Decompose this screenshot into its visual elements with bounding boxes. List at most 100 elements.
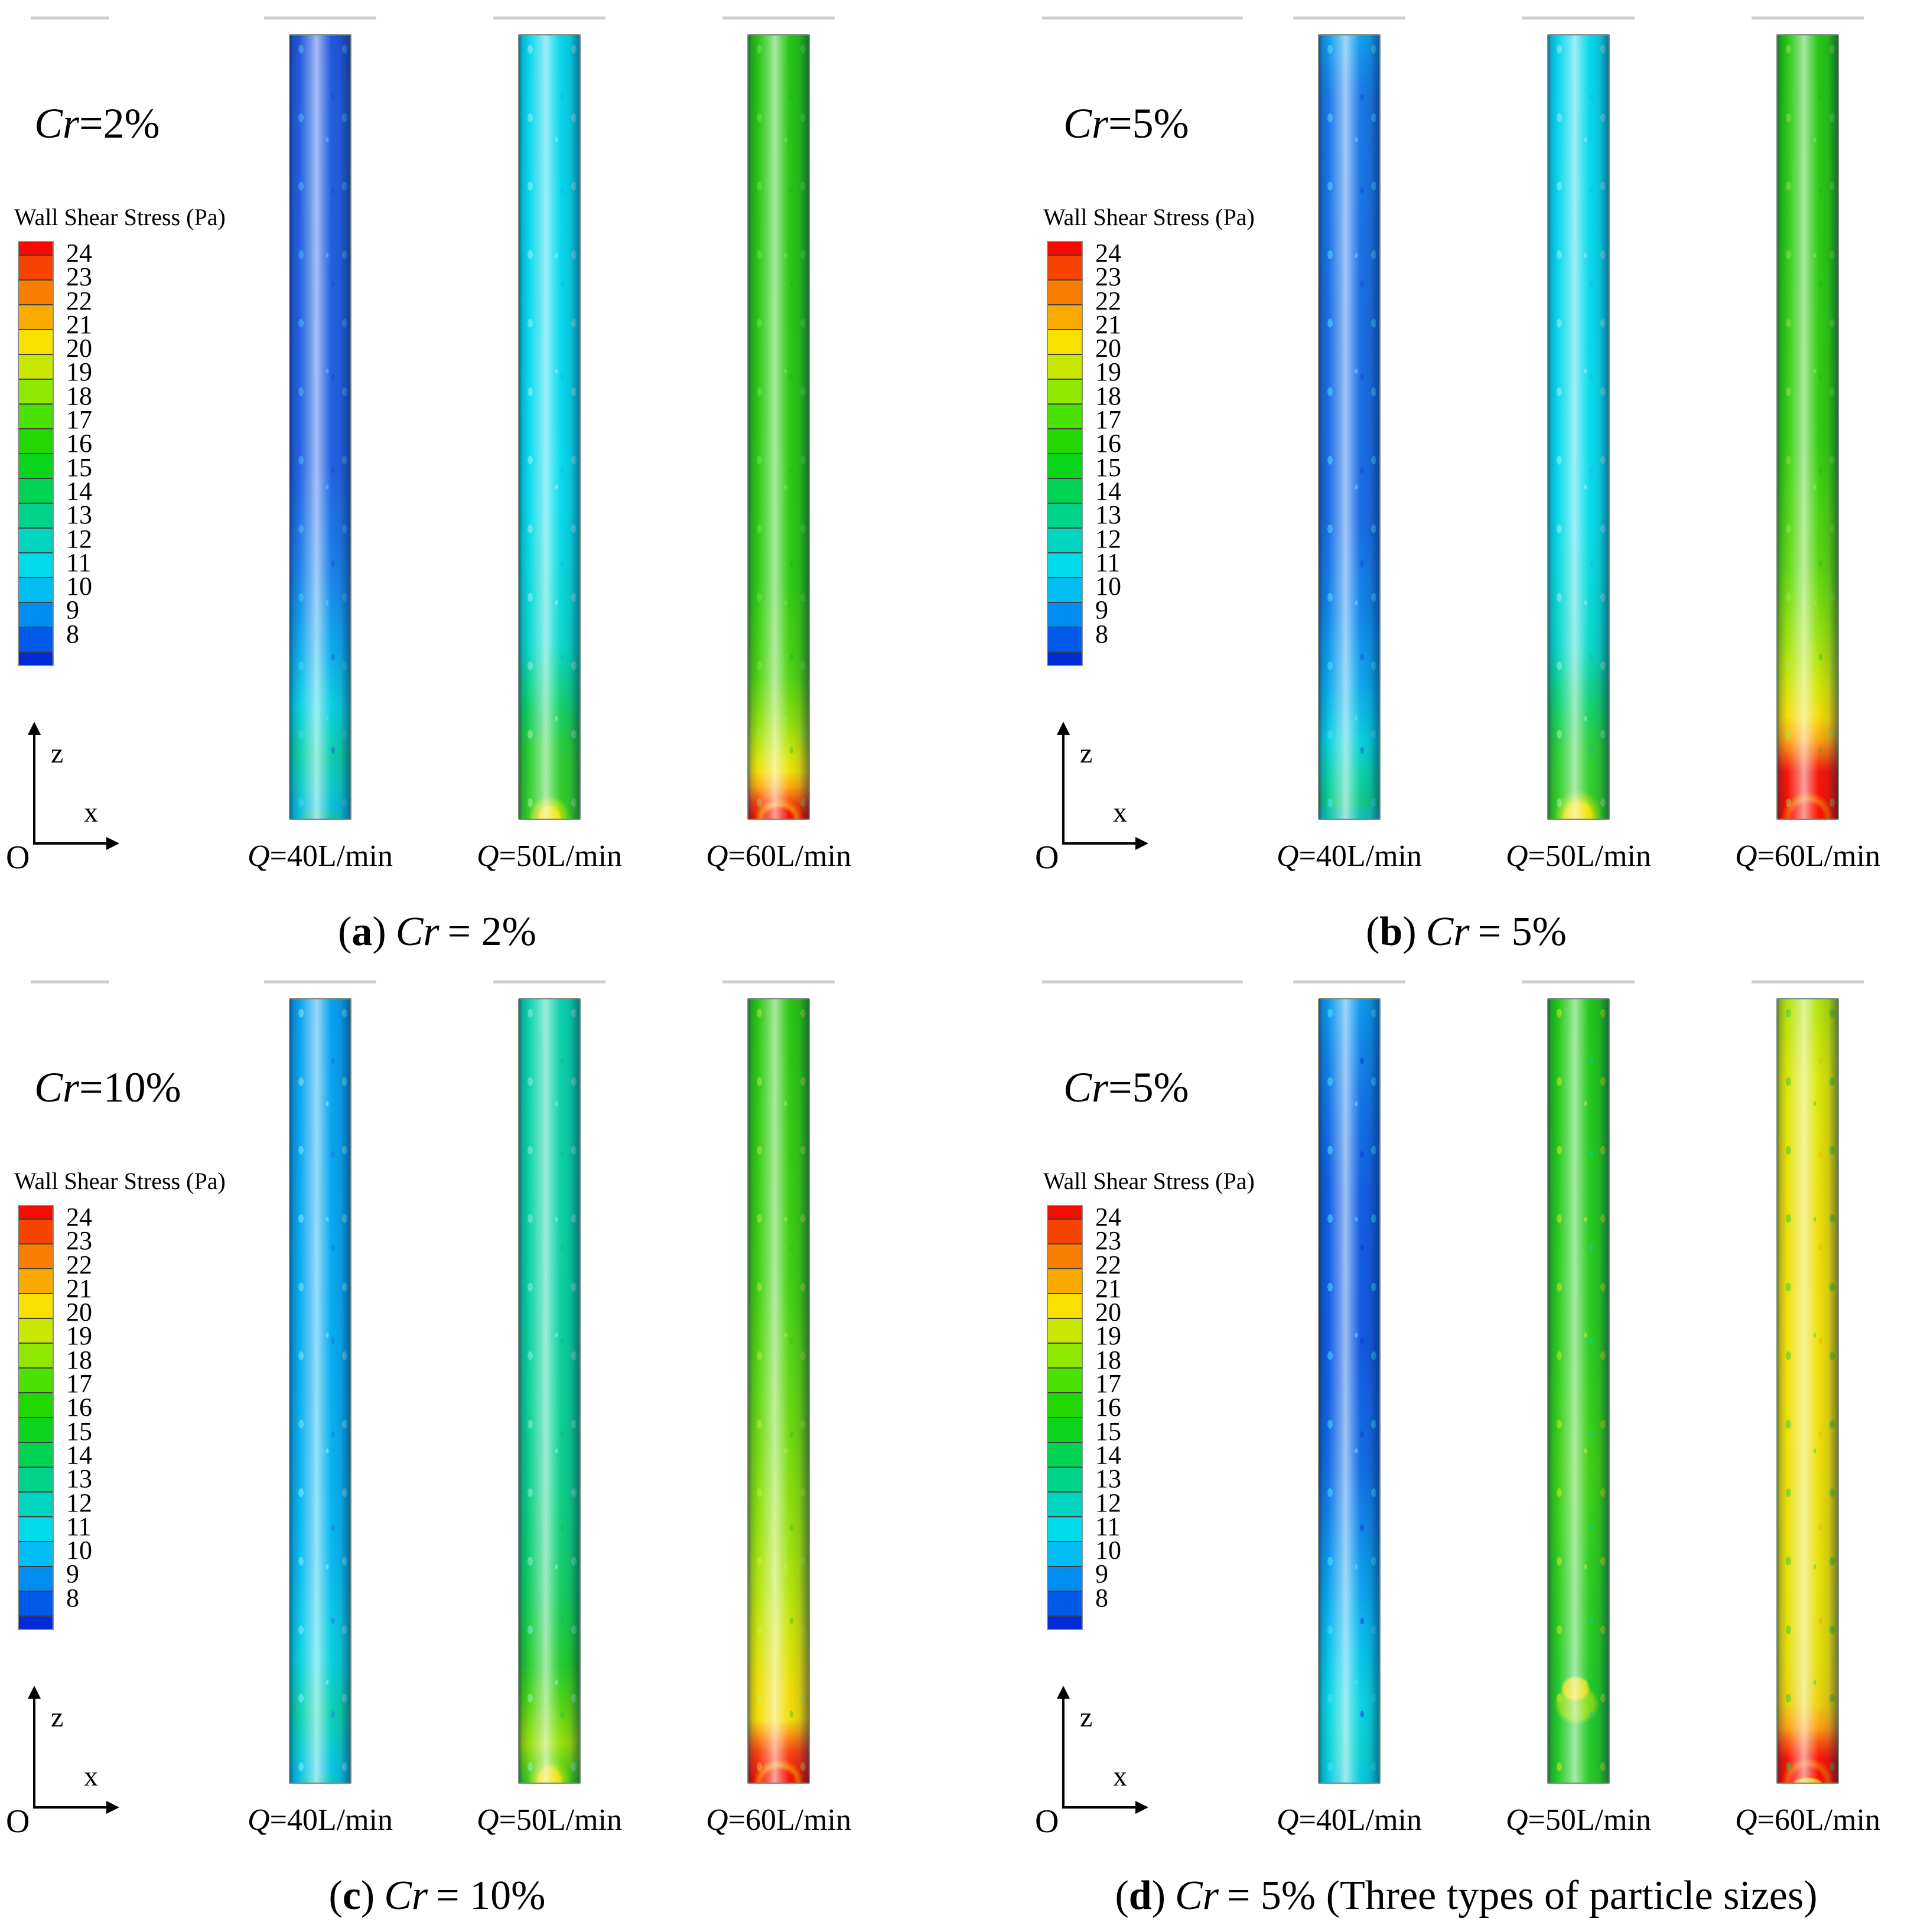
colorbar-band	[19, 1615, 53, 1629]
colorbar-band	[19, 1591, 53, 1615]
panel-d-content: Cr=5% Wall Shear Stress (Pa)	[1029, 964, 1914, 1932]
colorbar-tick-label: 10	[66, 1536, 92, 1565]
z-axis-label: z	[1080, 738, 1093, 769]
pipe-contour-q50	[1547, 998, 1610, 1784]
flow-rate-label-q40: Q=40L/min	[248, 839, 393, 873]
colorbar-tick-label: 9	[1095, 1559, 1108, 1589]
flow-rate-label-q50: Q=50L/min	[1506, 1803, 1651, 1837]
flow-rate-label-q40: Q=40L/min	[1277, 839, 1422, 873]
cr-value: =10%	[79, 1064, 181, 1111]
colorbar-tick-label: 9	[66, 595, 79, 625]
colorbar-band	[1048, 577, 1082, 602]
panel-caption: (d) Cr = 5% (Three types of particle sizes…	[988, 1872, 1914, 1920]
colorbar-tick-label: 24	[66, 1203, 92, 1231]
panel-c: Cr=10% Wall Shear Stress (Pa)	[0, 964, 957, 1932]
colorbar-band	[19, 1491, 53, 1516]
colorbar-tick-label: 21	[1095, 1273, 1121, 1303]
colorbar-tick-label: 17	[1095, 405, 1121, 435]
colorbar-tick-label: 22	[66, 1250, 92, 1279]
colorbar-tick-label: 23	[1095, 262, 1121, 292]
colorbar-band	[1048, 1318, 1082, 1343]
colorbar-band	[19, 1541, 53, 1566]
colorbar	[18, 1205, 54, 1630]
colorbar-band	[19, 1268, 53, 1293]
z-axis-line	[33, 1698, 35, 1809]
top-rule	[493, 980, 606, 983]
pipe-contour-q40	[289, 34, 351, 820]
colorbar-band	[19, 1343, 53, 1367]
colorbar-band	[1048, 651, 1082, 665]
panel-caption: (c) Cr = 10%	[0, 1872, 916, 1920]
legend-title: Wall Shear Stress (Pa)	[14, 1168, 226, 1194]
x-axis-label: x	[1113, 797, 1127, 828]
colorbar-tick-label: 14	[1095, 1440, 1121, 1470]
colorbar-tick-label: 19	[1095, 357, 1121, 387]
top-rule	[1752, 980, 1864, 983]
caption-paren: (	[1115, 1873, 1129, 1918]
colorbar-band	[19, 602, 53, 627]
top-rule	[264, 980, 376, 983]
z-axis-arrowhead	[28, 1686, 41, 1699]
pipe-contour-q50	[518, 34, 581, 820]
colorbar-tick-label: 13	[66, 500, 92, 530]
colorbar-band	[1048, 1392, 1082, 1417]
colorbar-tick-label: 12	[1095, 524, 1121, 553]
pipe-contour-q60	[1776, 998, 1839, 1784]
colorbar-band	[1048, 329, 1082, 354]
colorbar-tick-label: 8	[66, 1583, 79, 1612]
caption-text: = 5%	[1477, 909, 1567, 954]
colorbar-band	[1048, 1343, 1082, 1367]
pipe-contour-q40	[1318, 34, 1381, 820]
colorbar-tick-label: 13	[1095, 500, 1121, 530]
cr-value: =5%	[1108, 1064, 1189, 1111]
caption-tag: c	[342, 1873, 361, 1918]
x-axis-line	[33, 842, 108, 845]
z-axis-line	[33, 734, 35, 845]
colorbar-band	[19, 651, 53, 665]
cr-condition-label: Cr=10%	[34, 1064, 181, 1111]
flow-rate-label-q40: Q=40L/min	[1277, 1803, 1422, 1837]
colorbar-tick-label: 18	[66, 1345, 92, 1374]
colorbar-tick-label: 20	[1095, 1298, 1121, 1327]
colorbar	[1047, 241, 1083, 666]
colorbar-tick-label: 13	[66, 1464, 92, 1494]
cr-symbol: Cr	[34, 1064, 80, 1111]
colorbar-tick-label: 20	[66, 1298, 92, 1327]
panel-a: Cr=2% Wall Shear Stress (Pa)	[0, 0, 957, 964]
colorbar-band	[1048, 1243, 1082, 1268]
colorbar-tick-label: 24	[1095, 1203, 1121, 1231]
colorbar-band	[1048, 1467, 1082, 1491]
top-rule	[1042, 17, 1243, 19]
colorbar-band	[1048, 478, 1082, 503]
colorbar-band	[19, 1467, 53, 1491]
colorbar-tick-label: 15	[66, 452, 92, 482]
z-axis-label: z	[51, 1702, 64, 1733]
colorbar-tick-label: 10	[1095, 572, 1121, 601]
legend-title: Wall Shear Stress (Pa)	[1043, 1168, 1255, 1194]
colorbar-band	[1048, 1367, 1082, 1392]
top-rule	[1752, 17, 1864, 19]
colorbar-band	[1048, 428, 1082, 453]
colorbar-tick-label: 18	[1095, 381, 1121, 410]
pipe-contour-q40	[289, 998, 351, 1784]
colorbar-band	[19, 1566, 53, 1591]
flow-rate-label-q60: Q=60L/min	[1735, 1803, 1880, 1837]
colorbar-band	[19, 453, 53, 478]
panel-b: Cr=5% Wall Shear Stress (Pa)	[957, 0, 1914, 964]
top-rule	[1293, 980, 1405, 983]
colorbar-band	[19, 403, 53, 428]
colorbar-band	[19, 354, 53, 379]
panel-caption: (a) Cr = 2%	[0, 908, 916, 956]
colorbar-band	[19, 255, 53, 279]
colorbar-tick-label: 11	[66, 1511, 92, 1541]
flow-rate-label-q50: Q=50L/min	[477, 839, 622, 873]
flow-rate-label-q60: Q=60L/min	[706, 839, 851, 873]
colorbar-tick-label: 13	[1095, 1464, 1121, 1494]
top-rule	[31, 17, 109, 19]
top-rule	[722, 980, 835, 983]
cr-value: =5%	[1108, 100, 1189, 147]
z-axis-label: z	[51, 738, 64, 769]
colorbar-tick-label: 11	[1095, 1511, 1121, 1541]
colorbar-band	[19, 1417, 53, 1442]
colorbar-tick-label: 20	[66, 334, 92, 363]
